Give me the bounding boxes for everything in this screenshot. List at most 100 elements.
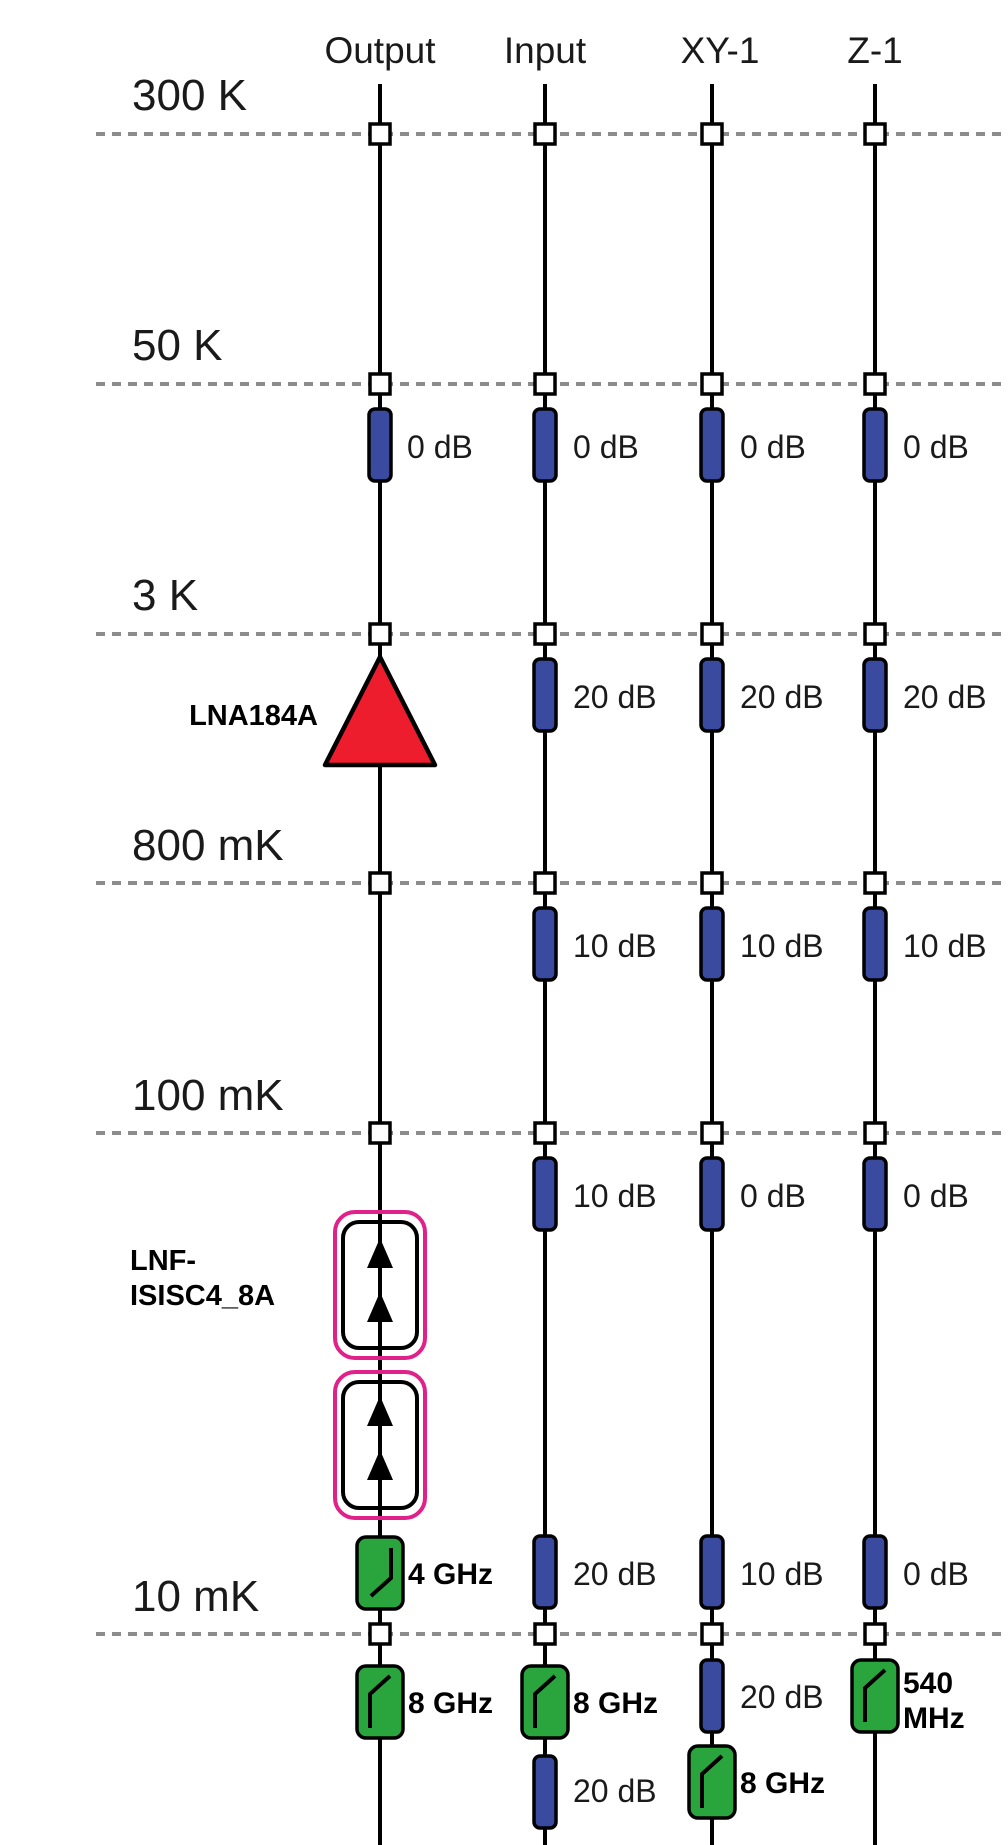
- column-header-input: Input: [504, 30, 587, 71]
- connector: [368, 1121, 392, 1145]
- attenuator-label: 20 dB: [740, 679, 824, 715]
- attenuator-input-3k: [532, 657, 558, 733]
- connector: [863, 1622, 887, 1646]
- attenuator-input-pre10mk: [532, 1534, 558, 1610]
- column-header-output: Output: [324, 30, 436, 71]
- isolator-label-line2: ISISC4_8A: [130, 1280, 275, 1312]
- attenuator-input-100mk: [532, 1156, 558, 1232]
- connector: [700, 622, 724, 646]
- connector: [700, 372, 724, 396]
- lowpass-filter-icon: [520, 1664, 570, 1740]
- attenuator-label: 10 dB: [903, 928, 987, 964]
- isolator-outer-border: [333, 1370, 427, 1520]
- attenuator-label: 0 dB: [740, 429, 806, 465]
- isolator-lower: [333, 1370, 427, 1520]
- isolator-arrow-icon: [367, 1450, 393, 1480]
- filter-xy1-bottom: [687, 1744, 737, 1820]
- attenuator-label: 0 dB: [903, 1556, 969, 1592]
- connector: [368, 622, 392, 646]
- filter-symbol-icon: [700, 1754, 724, 1808]
- lowpass-filter-icon: [687, 1744, 737, 1820]
- attenuator-input-50k: [532, 407, 558, 483]
- attenuator-xy1-pre10mk: [699, 1534, 725, 1610]
- filter-label: 4 GHz: [408, 1558, 493, 1591]
- connector: [368, 1622, 392, 1646]
- filter-label-line2: MHz: [903, 1702, 965, 1735]
- stage-label-100mk: 100 mK: [132, 1071, 284, 1120]
- lowpass-filter-icon: [355, 1664, 405, 1740]
- connector: [368, 871, 392, 895]
- connector: [700, 871, 724, 895]
- attenuator-label: 10 dB: [740, 928, 824, 964]
- attenuator-input-bottom: [532, 1754, 558, 1830]
- connector: [368, 122, 392, 146]
- attenuator-label: 10 dB: [573, 928, 657, 964]
- isolator-upper: [333, 1210, 427, 1360]
- lowpass-filter-icon: [850, 1658, 900, 1734]
- connector: [863, 622, 887, 646]
- attenuator-label: 20 dB: [573, 1556, 657, 1592]
- filter-label: 8 GHz: [573, 1687, 658, 1720]
- filter-output-pre10mk: [355, 1535, 405, 1611]
- connector: [863, 372, 887, 396]
- attenuator-label: 20 dB: [740, 1679, 824, 1715]
- attenuator-z1-50k: [862, 407, 888, 483]
- connector: [700, 1622, 724, 1646]
- isolator-arrow-icon: [367, 1396, 393, 1426]
- attenuators: [367, 407, 888, 1830]
- connector: [533, 622, 557, 646]
- connector: [533, 122, 557, 146]
- filter-symbol-icon: [369, 1548, 393, 1598]
- attenuator-output-50k: [367, 407, 393, 483]
- attenuator-label: 0 dB: [407, 429, 473, 465]
- isolator-arrow-icon: [367, 1292, 393, 1322]
- filter-z1-post10mk: [850, 1658, 900, 1734]
- attenuator-z1-pre10mk: [862, 1534, 888, 1610]
- connectors: [368, 122, 887, 1646]
- filter-output-post10mk: [355, 1664, 405, 1740]
- attenuator-xy1-50k: [699, 407, 725, 483]
- attenuator-label: 0 dB: [573, 429, 639, 465]
- filter-symbol-icon: [533, 1674, 557, 1728]
- attenuator-label: 0 dB: [740, 1178, 806, 1214]
- attenuator-label: 10 dB: [573, 1178, 657, 1214]
- attenuator-label: 0 dB: [903, 429, 969, 465]
- filter-label: 8 GHz: [740, 1767, 825, 1800]
- attenuator-xy1-800mk: [699, 906, 725, 982]
- attenuator-z1-800mk: [862, 906, 888, 982]
- filter-input-post10mk: [520, 1664, 570, 1740]
- connector: [863, 122, 887, 146]
- connector: [863, 1121, 887, 1145]
- isolator-arrow-icon: [367, 1238, 393, 1268]
- attenuator-label: 10 dB: [740, 1556, 824, 1592]
- filter-label-line1: 540: [903, 1667, 953, 1700]
- isolator-outer-border: [333, 1210, 427, 1360]
- amplifier-label: LNA184A: [189, 700, 318, 732]
- lowpass-filter-icon: [355, 1535, 405, 1611]
- connector: [533, 871, 557, 895]
- connector: [368, 372, 392, 396]
- connector: [863, 871, 887, 895]
- connector: [533, 1121, 557, 1145]
- stage-label-800mk: 800 mK: [132, 821, 284, 870]
- attenuator-label: 0 dB: [903, 1178, 969, 1214]
- filter-label: 8 GHz: [408, 1687, 493, 1720]
- attenuator-label: 20 dB: [903, 679, 987, 715]
- column-header-z1: Z-1: [847, 30, 903, 71]
- column-header-xy1: XY-1: [681, 30, 760, 71]
- attenuator-input-800mk: [532, 906, 558, 982]
- attenuator-xy1-100mk: [699, 1156, 725, 1232]
- attenuator-xy1-3k: [699, 657, 725, 733]
- attenuator-xy1-post10mk: [699, 1658, 725, 1734]
- filter-symbol-icon: [863, 1668, 887, 1722]
- isolator-label-line1: LNF-: [130, 1245, 196, 1277]
- attenuator-z1-3k: [862, 657, 888, 733]
- connector: [700, 1121, 724, 1145]
- stage-label-300k: 300 K: [132, 71, 247, 120]
- stage-label-3k: 3 K: [132, 571, 198, 620]
- connector: [533, 372, 557, 396]
- attenuator-label: 20 dB: [573, 1773, 657, 1809]
- amplifier-triangle-icon: [322, 654, 438, 768]
- attenuator-label: 20 dB: [573, 679, 657, 715]
